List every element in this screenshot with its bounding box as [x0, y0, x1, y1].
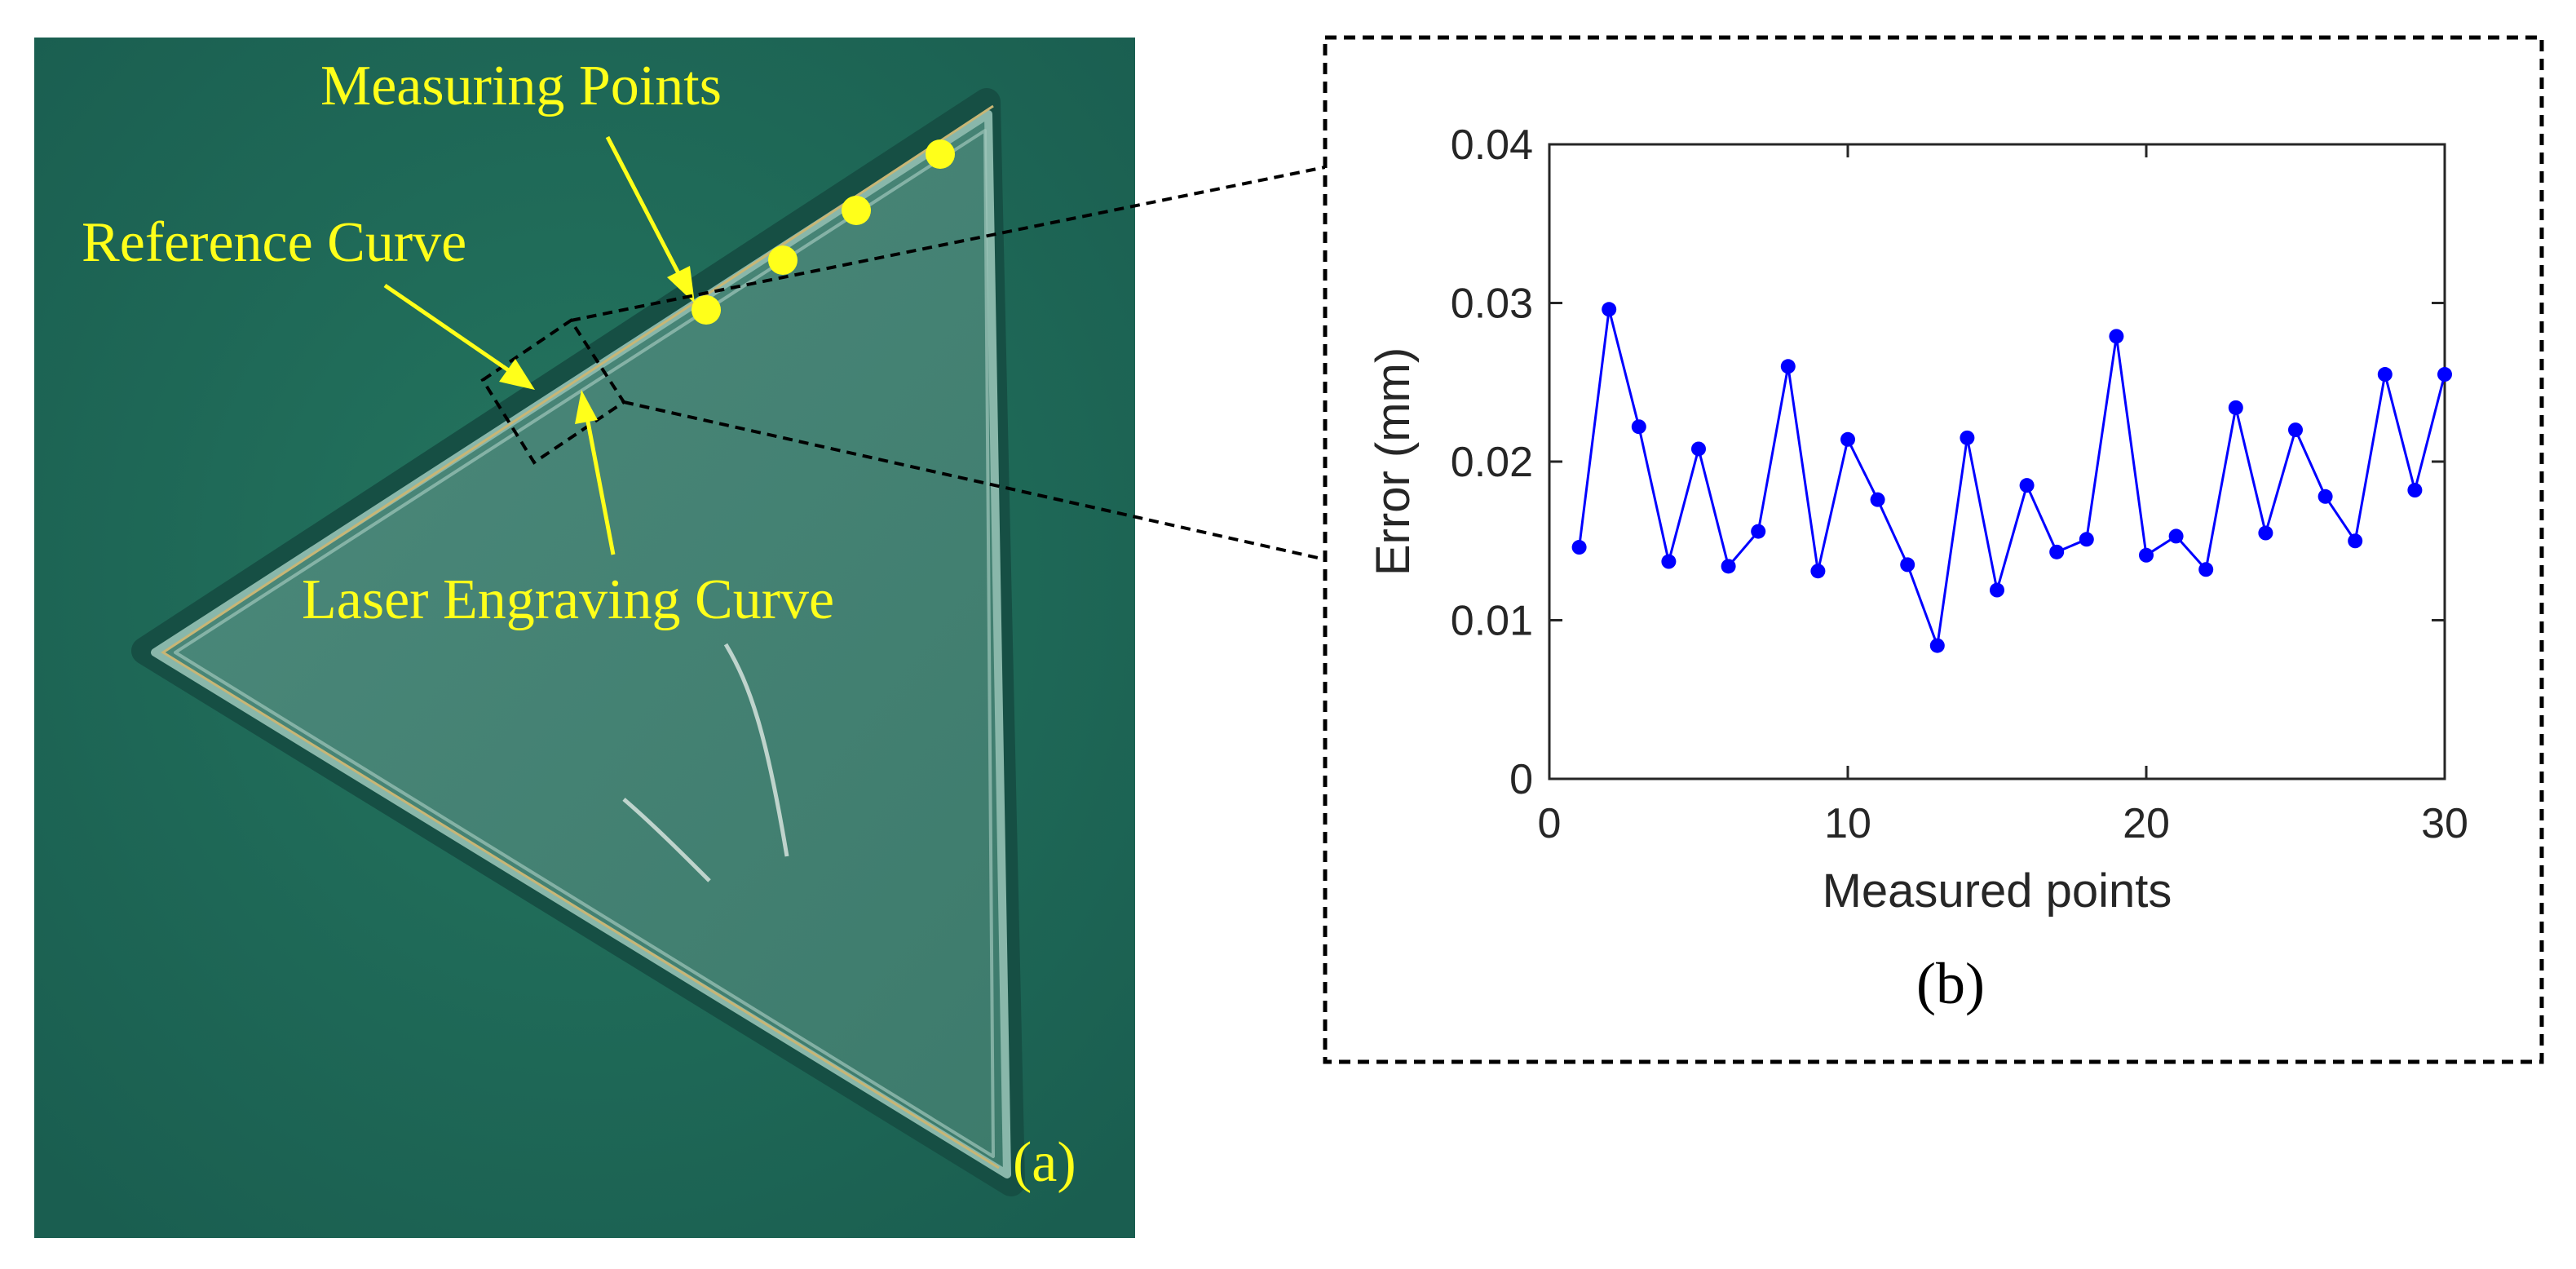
data-point — [2168, 528, 2184, 544]
panel-a-label: (a) — [1013, 1131, 1076, 1194]
data-point — [2228, 400, 2243, 415]
zoom-connector-top — [570, 166, 1326, 322]
measuring-point-dot — [768, 245, 798, 275]
data-point — [2437, 367, 2452, 382]
triangle-plate — [131, 88, 1025, 1196]
data-point — [1810, 564, 1826, 579]
data-point — [2019, 478, 2035, 493]
data-point — [2049, 544, 2065, 559]
data-point — [2407, 483, 2423, 498]
laser-engraving-curve-label: Laser Engraving Curve — [302, 568, 834, 631]
x-tick-label: 0 — [1538, 800, 1562, 847]
data-point — [1780, 359, 1796, 374]
data-point — [1960, 430, 1975, 445]
panel-b-label: (b) — [1916, 951, 1985, 1016]
zoom-connectors — [570, 166, 1326, 561]
data-point — [1721, 559, 1736, 574]
annotation-arrows — [383, 135, 695, 555]
plot-area — [1548, 143, 2446, 780]
data-point — [2318, 489, 2333, 504]
data-point — [1990, 582, 2004, 598]
panel-a-photo: Measuring Points Reference Curve Laser E… — [34, 38, 1135, 1238]
data-point — [2079, 532, 2094, 547]
x-axis-label: Measured points — [1823, 864, 2172, 917]
measuring-point-dot — [691, 295, 721, 325]
zoom-connector-bottom — [623, 400, 1326, 561]
x-tick-label: 20 — [2123, 800, 2170, 847]
y-tick-label: 0.02 — [1451, 439, 1533, 486]
laser-curve-arrow — [585, 417, 616, 555]
measuring-point-dot — [926, 139, 955, 169]
series-line — [1578, 308, 2446, 647]
measuring-points-arrow — [605, 135, 681, 275]
data-point — [1602, 302, 1617, 317]
data-point — [2139, 547, 2154, 563]
data-point — [2348, 533, 2363, 549]
data-point — [1691, 441, 1706, 457]
error-chart: 0 10 20 30 0 0.01 0.02 0.03 0.04 Measured points… — [1367, 122, 2468, 1016]
y-tick-label: 0.03 — [1451, 281, 1533, 328]
y-axis-label: Error (mm) — [1367, 347, 1420, 576]
data-point — [2288, 422, 2303, 438]
y-tick-label: 0 — [1509, 756, 1533, 803]
y-tick-label: 0.01 — [1451, 598, 1533, 645]
data-point — [2377, 367, 2393, 382]
tick-labels: 0 10 20 30 0 0.01 0.02 0.03 0.04 — [1451, 122, 2468, 847]
data-point — [1661, 554, 1677, 569]
x-tick-label: 10 — [1824, 800, 1871, 847]
data-point — [2258, 525, 2273, 541]
data-point — [1751, 524, 1766, 539]
x-tick-label: 30 — [2421, 800, 2468, 847]
data-point — [1870, 492, 1885, 507]
data-point — [1840, 431, 1855, 447]
series-error — [1571, 302, 2452, 653]
y-tick-label: 0.04 — [1451, 122, 1533, 169]
measuring-point-dots — [691, 139, 955, 325]
data-point — [1631, 419, 1646, 435]
reference-curve-arrow — [383, 283, 511, 374]
measuring-points-label: Measuring Points — [320, 55, 722, 117]
data-point — [2109, 329, 2124, 344]
data-point — [2198, 562, 2214, 577]
data-point — [1571, 540, 1587, 555]
measuring-point-dot — [842, 196, 871, 225]
reference-curve-label: Reference Curve — [82, 211, 466, 274]
data-point — [1929, 638, 1945, 653]
data-point — [1900, 557, 1915, 573]
axis-ticks — [1548, 143, 2446, 780]
